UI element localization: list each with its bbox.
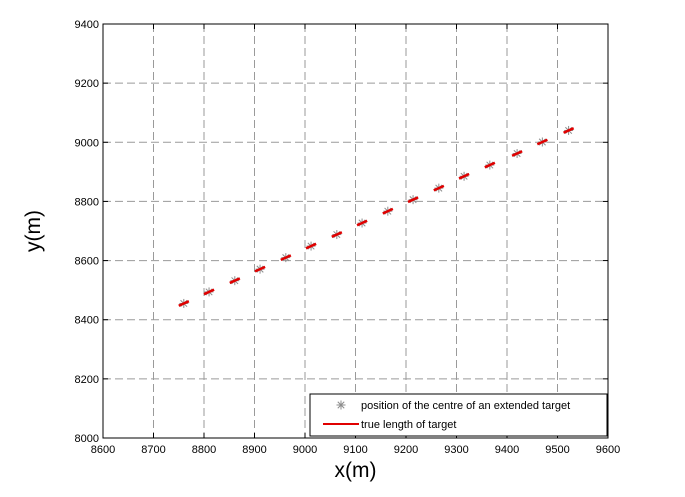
x-tick-label: 8900: [242, 444, 266, 456]
target-length-segment: [280, 254, 292, 262]
x-tick-label: 8700: [141, 444, 165, 456]
y-tick-label: 9000: [75, 137, 99, 149]
legend-entry-length: true length of target: [323, 419, 456, 431]
target-length-segment: [178, 300, 190, 307]
y-axis-label: y(m): [22, 210, 45, 252]
legend-box: [309, 393, 608, 437]
target-length-segment: [305, 242, 317, 250]
target-length-segment: [331, 231, 343, 238]
legend-label-centre: position of the centre of an extended ta…: [361, 400, 570, 412]
x-tick-label: 9300: [444, 444, 468, 456]
data-layer: [178, 125, 575, 308]
legend: position of the centre of an extended ta…: [309, 393, 608, 437]
legend-entry-centre: position of the centre of an extended ta…: [336, 400, 570, 412]
target-length-segment: [433, 184, 445, 192]
target-length-segment: [536, 138, 548, 146]
target-length-segment: [254, 265, 266, 273]
y-tick-label: 8800: [75, 196, 99, 208]
target-length-segment: [511, 150, 523, 157]
x-tick-label: 9500: [545, 444, 569, 456]
target-length-segment: [407, 196, 419, 204]
grid: [103, 24, 608, 438]
target-length-segment: [356, 219, 368, 227]
y-tick-label: 8600: [75, 256, 99, 268]
y-tick-label: 9200: [75, 78, 99, 90]
x-tick-label: 9200: [394, 444, 418, 456]
target-length-segment: [229, 277, 241, 285]
legend-asterisk-marker: [336, 400, 346, 410]
target-length-segment: [458, 172, 470, 180]
y-tick-label: 9400: [75, 19, 99, 31]
x-tick-label: 9000: [293, 444, 317, 456]
y-tick-label: 8000: [75, 433, 99, 445]
target-length-segment: [382, 207, 394, 215]
legend-label-length: true length of target: [361, 419, 456, 431]
x-tick-label: 9100: [343, 444, 367, 456]
ticks: 8600 8700 8800 8900 9000 9100 9200 9300 9400 9500…: [75, 19, 621, 456]
x-tick-label: 8600: [91, 444, 115, 456]
x-tick-label: 9400: [495, 444, 519, 456]
target-length-segment: [484, 161, 496, 169]
x-axis-label: x(m): [335, 459, 377, 482]
y-tick-label: 8200: [75, 374, 99, 386]
legend-asterisk: [336, 400, 346, 410]
y-tick-label: 8400: [75, 315, 99, 327]
x-tick-label: 9600: [596, 444, 620, 456]
target-length-segment: [203, 288, 215, 296]
x-tick-label: 8800: [192, 444, 216, 456]
asterisk-stroke: [337, 401, 345, 409]
target-length-segment: [563, 127, 575, 134]
